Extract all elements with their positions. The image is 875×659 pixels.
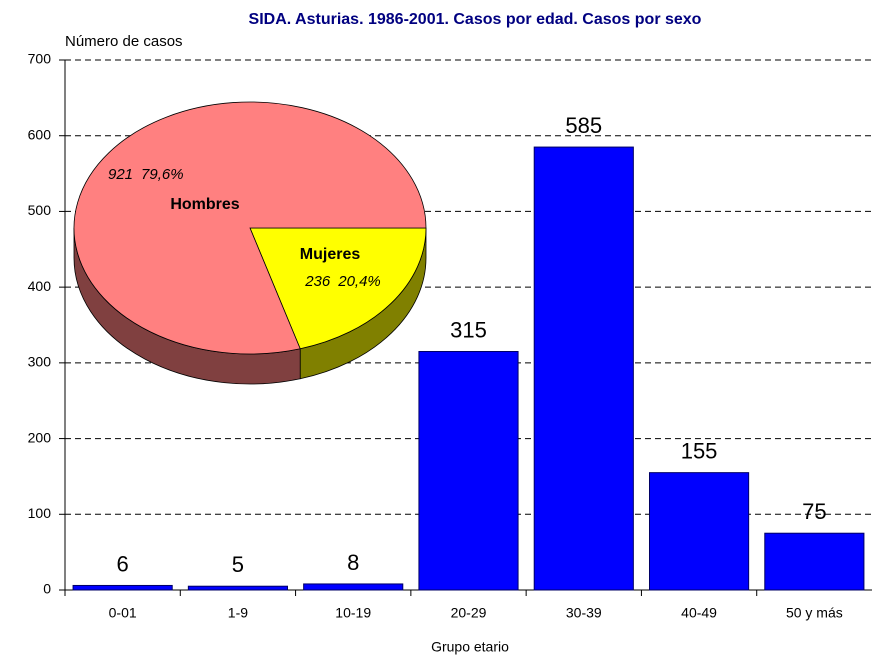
data-label: 315 [450, 317, 487, 342]
pie-category-label: Mujeres [300, 246, 361, 263]
data-label: 75 [802, 499, 826, 524]
bar [764, 532, 865, 591]
y-tick-label: 100 [28, 505, 52, 521]
pie-slice [73, 101, 427, 355]
y-tick-label: 200 [28, 429, 52, 445]
y-tick-label: 300 [28, 354, 52, 370]
pie-value-label: 921 79,6% [108, 166, 184, 183]
pie-slice [249, 227, 427, 350]
x-tick-label: 1-9 [228, 605, 248, 621]
x-tick-label: 10-19 [335, 605, 371, 621]
x-tick-label: 40-49 [681, 605, 717, 621]
data-label: 155 [681, 438, 718, 463]
x-axis-label: Grupo etario [431, 639, 509, 655]
data-label: 585 [565, 113, 602, 138]
y-tick-label: 700 [28, 51, 52, 67]
pie-value: 921 [108, 166, 133, 183]
x-tick-label: 0-01 [109, 605, 137, 621]
x-tick-label: 50 y más [786, 605, 843, 621]
pie-value-label: 236 20,4% [304, 273, 381, 290]
y-axis-label: Número de casos [65, 33, 183, 50]
bar [72, 584, 173, 591]
data-label: 6 [117, 551, 129, 576]
x-tick-label: 30-39 [566, 605, 602, 621]
pie-category-label: Hombres [170, 196, 239, 213]
bar [533, 146, 634, 591]
bar [187, 585, 289, 591]
pie-percent: 79,6% [141, 166, 184, 183]
y-tick-label: 0 [43, 581, 51, 597]
y-tick-label: 400 [28, 278, 52, 294]
pie-percent: 20,4% [337, 273, 381, 290]
x-tick-label: 20-29 [451, 605, 487, 621]
bar [418, 351, 519, 591]
pie-value: 236 [304, 273, 331, 290]
bar [303, 583, 404, 591]
y-tick-label: 600 [28, 126, 52, 142]
bar [648, 472, 750, 591]
y-tick-label: 500 [28, 202, 52, 218]
data-label: 8 [347, 550, 359, 575]
chart-title: SIDA. Asturias. 1986-2001. Casos por eda… [249, 11, 702, 28]
data-label: 5 [232, 552, 244, 577]
